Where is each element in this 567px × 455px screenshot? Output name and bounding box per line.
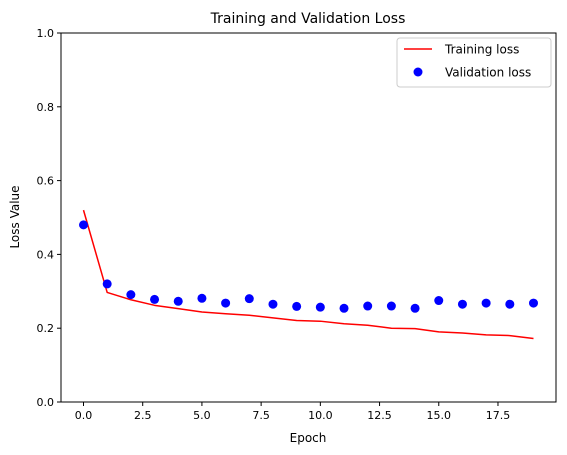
legend-validation-label: Validation loss	[445, 66, 531, 80]
y-axis-label: Loss Value	[8, 185, 22, 248]
validation-loss-point	[292, 301, 302, 311]
validation-loss-point	[529, 298, 538, 308]
validation-loss-point	[481, 298, 491, 308]
legend-box	[396, 37, 552, 88]
validation-loss-point	[386, 301, 396, 311]
legend: Training loss Validation loss	[396, 37, 552, 88]
validation-loss-point	[410, 303, 420, 313]
y-axis: 0.0 0.2 0.4 0.6 0.8 1.0	[37, 27, 61, 409]
validation-loss-point	[505, 299, 515, 309]
validation-loss-point	[173, 296, 183, 306]
validation-loss-point	[434, 296, 444, 306]
x-axis-label: Epoch	[290, 431, 327, 445]
validation-loss-point	[150, 294, 160, 304]
y-tick-label: 1.0	[37, 27, 55, 40]
legend-training-label: Training loss	[444, 43, 519, 57]
y-tick-label: 0.0	[37, 396, 55, 409]
x-tick-label: 5.0	[193, 409, 211, 422]
validation-loss-point	[363, 301, 373, 311]
validation-loss-point	[268, 299, 278, 309]
y-tick-label: 0.4	[37, 248, 55, 261]
x-axis: 0.0 2.5 5.0 7.5 10.0 12.5 15.0 17.5	[75, 402, 510, 422]
validation-loss-point	[79, 220, 88, 230]
validation-loss-point	[244, 294, 254, 304]
validation-loss-point	[102, 279, 112, 289]
validation-loss-point	[126, 290, 136, 300]
plot-frame	[60, 32, 557, 403]
legend-validation-swatch	[413, 67, 423, 77]
x-tick-label: 12.5	[367, 409, 392, 422]
x-tick-label: 15.0	[427, 409, 452, 422]
validation-loss-point	[315, 302, 325, 312]
x-tick-label: 7.5	[252, 409, 270, 422]
x-tick-label: 0.0	[75, 409, 93, 422]
validation-loss-point	[221, 298, 231, 308]
validation-loss-point	[339, 303, 349, 313]
chart-title: Training and Validation Loss	[210, 11, 406, 27]
training-loss-line	[82, 209, 534, 340]
y-tick-label: 0.6	[37, 175, 55, 188]
x-tick-label: 2.5	[134, 409, 152, 422]
validation-loss-point	[197, 293, 207, 303]
y-tick-label: 0.8	[37, 101, 55, 114]
validation-loss-point	[457, 299, 467, 309]
x-tick-label: 17.5	[486, 409, 511, 422]
x-tick-label: 10.0	[308, 409, 333, 422]
y-tick-label: 0.2	[37, 322, 55, 335]
